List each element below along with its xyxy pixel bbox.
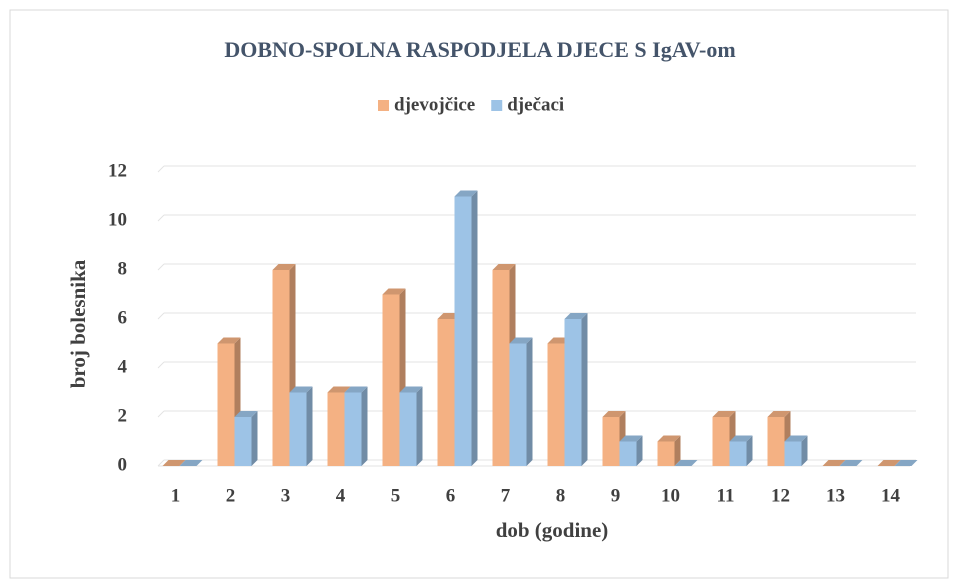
bar: [217, 343, 235, 466]
x-tick-label: 5: [391, 485, 401, 506]
x-tick-label: 7: [501, 485, 511, 506]
bar-side: [416, 386, 423, 466]
bar: [289, 392, 307, 466]
bar-side: [526, 337, 533, 466]
bar-top: [162, 460, 186, 466]
grid-line-side: [157, 459, 165, 467]
y-tick-label: 10: [108, 209, 127, 230]
bar-top: [344, 386, 368, 393]
grid-line-side: [157, 165, 165, 173]
y-tick-label: 4: [118, 356, 128, 377]
bar-top: [509, 337, 533, 344]
y-tick-label: 2: [118, 405, 128, 426]
grid-line-side: [157, 214, 165, 222]
y-axis-label: broj bolesnika: [66, 259, 90, 388]
grid-line-side: [157, 410, 165, 418]
bar: [784, 441, 802, 466]
bar-side: [746, 435, 753, 466]
chart-frame: [9, 9, 949, 579]
bar-top: [382, 288, 406, 295]
bar: [547, 343, 565, 466]
bar-side: [636, 435, 643, 466]
bar-top: [729, 435, 753, 442]
bar-top: [399, 386, 423, 393]
bar: [564, 319, 582, 466]
grid-line-side: [157, 312, 165, 320]
x-tick-label: 14: [881, 485, 901, 506]
bar-top: [822, 460, 846, 466]
bar: [437, 319, 455, 466]
bar-top: [492, 264, 516, 270]
bar-top: [327, 386, 351, 393]
y-tick-label: 8: [118, 258, 128, 279]
bar-side: [306, 386, 313, 466]
grid-line-side: [157, 361, 165, 369]
bar: [509, 343, 527, 466]
x-tick-label: 10: [661, 485, 680, 506]
x-tick-label: 9: [611, 485, 621, 506]
bar: [399, 392, 417, 466]
bar: [729, 441, 747, 466]
bar-side: [801, 435, 808, 466]
legend-swatch: [378, 100, 389, 111]
x-tick-label: 8: [556, 485, 566, 506]
bar-top: [877, 460, 901, 466]
x-tick-label: 11: [717, 485, 735, 506]
y-tick-label: 12: [108, 160, 127, 181]
bar-top: [602, 411, 626, 417]
legend-label: dječaci: [507, 94, 564, 115]
x-tick-label: 3: [281, 485, 291, 506]
bar-top: [767, 411, 791, 417]
x-tick-label: 6: [446, 485, 456, 506]
chart-title: DOBNO-SPOLNA RASPODJELA DJECE S IgAV-om: [224, 37, 735, 62]
grid-line-side: [157, 263, 165, 271]
x-tick-label: 13: [826, 485, 845, 506]
bar-top: [657, 435, 681, 442]
x-axis-label: dob (godine): [496, 518, 609, 542]
x-tick-label: 12: [771, 485, 790, 506]
legend-label: djevojčice: [394, 94, 475, 115]
bar: [344, 392, 362, 466]
bar-top: [839, 460, 863, 466]
bar: [619, 441, 637, 466]
bar-side: [361, 386, 368, 466]
bar-top: [619, 435, 643, 442]
bar: [767, 417, 785, 466]
bar: [272, 270, 290, 466]
bar-top: [712, 411, 736, 417]
bar: [712, 417, 730, 466]
bar: [657, 441, 675, 466]
bar: [382, 294, 400, 466]
y-tick-label: 0: [118, 454, 128, 475]
bar-top: [894, 460, 918, 466]
bar-top: [234, 411, 258, 417]
bar: [234, 417, 252, 466]
bar-top: [289, 386, 313, 393]
bar-top: [674, 460, 698, 466]
bar: [602, 417, 620, 466]
bar-top: [179, 460, 203, 466]
x-tick-label: 2: [226, 485, 236, 506]
bar-side: [471, 190, 478, 466]
bar-top: [454, 190, 478, 197]
bar: [327, 392, 345, 466]
bar-side: [251, 411, 258, 466]
bar-side: [581, 313, 588, 466]
legend-swatch: [491, 100, 503, 111]
bar-top: [217, 337, 241, 344]
y-tick-label: 6: [118, 307, 128, 328]
bar-top: [272, 264, 296, 270]
bar: [492, 270, 510, 466]
bar-side: [674, 435, 681, 466]
bar: [454, 196, 472, 466]
bar-top: [784, 435, 808, 442]
x-tick-label: 1: [171, 485, 181, 506]
x-tick-label: 4: [336, 485, 346, 506]
bar-top: [564, 313, 588, 319]
